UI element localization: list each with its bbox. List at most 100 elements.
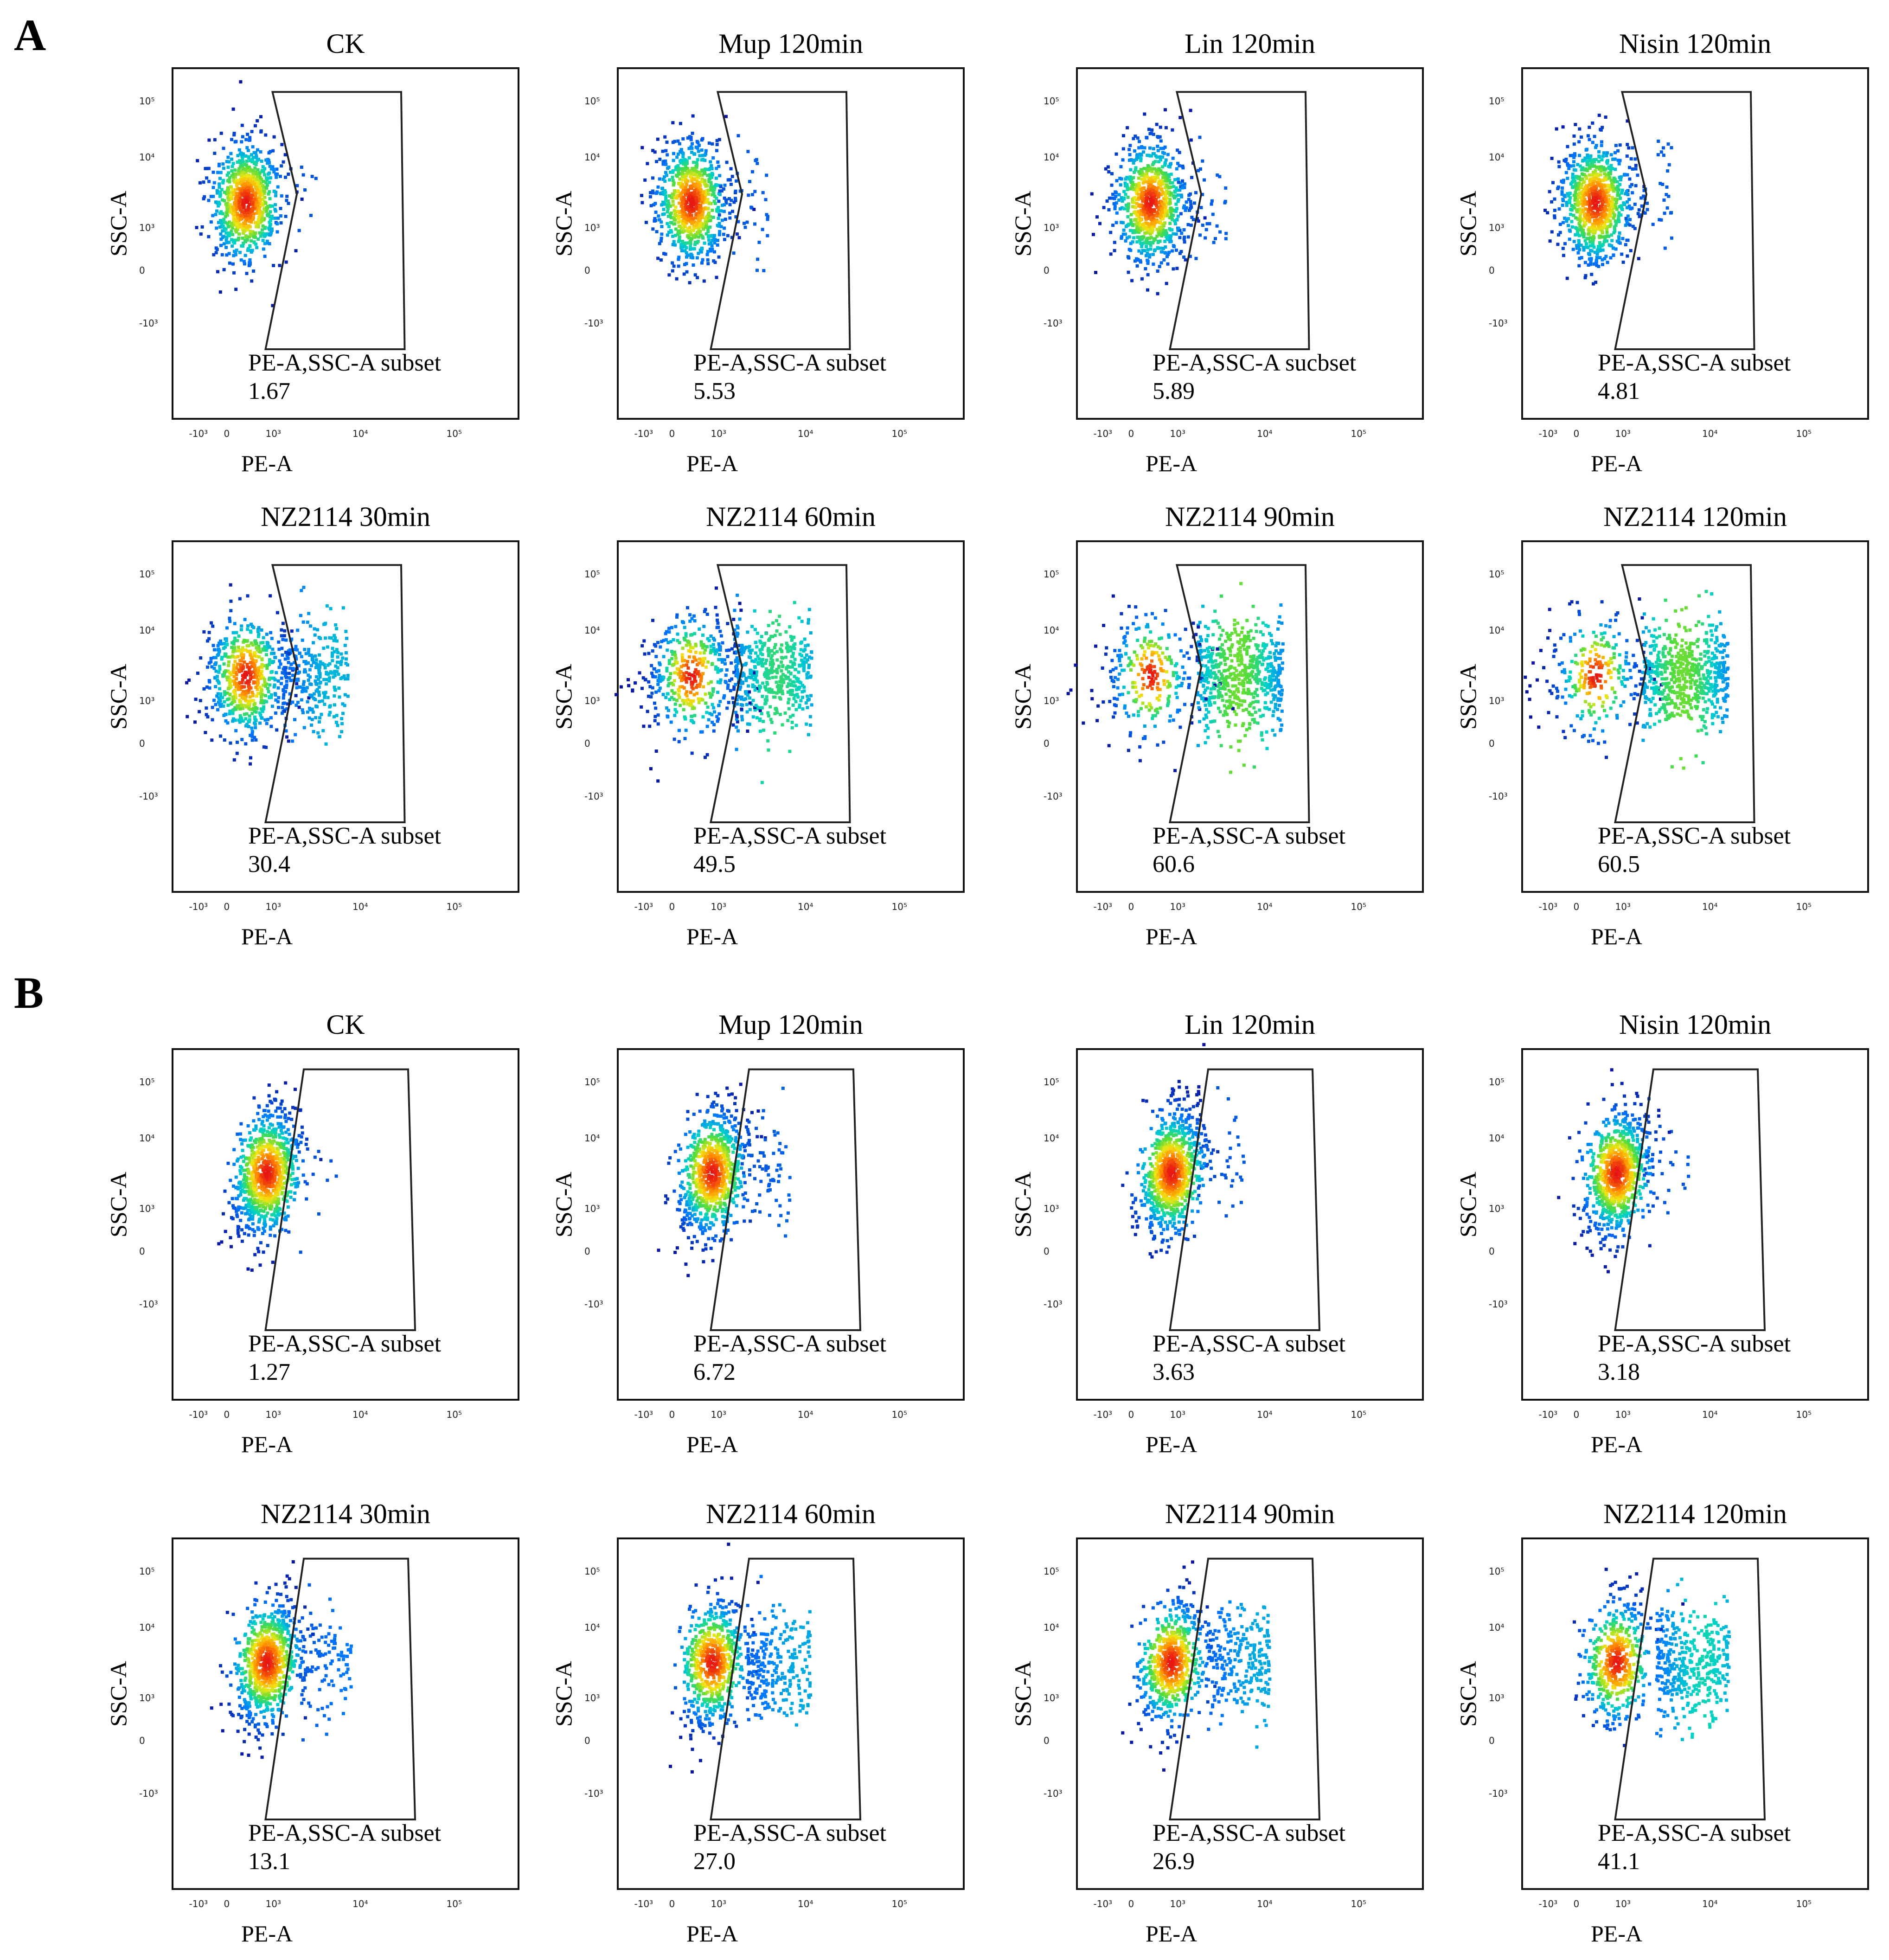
- event-point: [1596, 191, 1600, 194]
- event-point: [224, 719, 228, 723]
- event-point: [1592, 282, 1595, 286]
- event-point: [294, 694, 298, 698]
- event-point: [675, 196, 679, 200]
- event-point: [658, 158, 662, 161]
- event-point: [217, 696, 221, 700]
- event-point: [1147, 167, 1151, 171]
- event-point: [668, 194, 671, 198]
- event-point: [1143, 177, 1146, 180]
- event-point: [249, 230, 252, 233]
- event-point: [708, 202, 711, 205]
- event-point: [333, 634, 336, 637]
- event-point: [1168, 222, 1172, 225]
- event-point: [278, 263, 282, 267]
- event-point: [1148, 253, 1152, 257]
- event-point: [249, 177, 253, 181]
- event-point: [1126, 215, 1130, 218]
- event-point: [1144, 216, 1147, 219]
- event-point: [1146, 192, 1150, 195]
- event-point: [773, 634, 777, 637]
- event-point: [325, 671, 328, 674]
- event-point: [256, 220, 260, 224]
- event-point: [264, 684, 267, 688]
- event-point: [334, 664, 338, 668]
- event-point: [272, 135, 276, 139]
- event-point: [671, 179, 675, 182]
- event-point: [248, 159, 252, 162]
- event-point: [1157, 160, 1161, 164]
- event-point: [728, 216, 732, 220]
- event-point: [245, 200, 249, 204]
- event-point: [709, 695, 712, 699]
- event-point: [263, 699, 267, 703]
- event-point: [269, 724, 273, 728]
- x-tick-label: 0: [1573, 428, 1580, 439]
- event-point: [195, 226, 199, 230]
- event-point: [1589, 263, 1593, 266]
- event-point: [259, 234, 263, 238]
- event-point: [1550, 200, 1554, 204]
- event-point: [1620, 188, 1624, 192]
- event-point: [274, 698, 278, 702]
- event-point: [322, 678, 326, 681]
- event-point: [242, 694, 245, 698]
- event-point: [1224, 231, 1228, 235]
- event-point: [694, 216, 697, 220]
- event-point: [268, 197, 272, 200]
- event-point: [324, 621, 327, 625]
- event-point: [199, 232, 203, 236]
- event-point: [1610, 202, 1614, 206]
- event-point: [691, 114, 695, 118]
- event-point: [1576, 163, 1580, 167]
- event-point: [253, 182, 256, 186]
- event-point: [1164, 195, 1167, 199]
- event-point: [218, 667, 222, 671]
- event-point: [226, 704, 230, 707]
- event-point: [211, 186, 215, 189]
- event-point: [243, 675, 247, 679]
- event-point: [267, 161, 271, 165]
- event-point: [666, 207, 670, 211]
- event-point: [317, 664, 320, 667]
- event-point: [1605, 208, 1609, 212]
- event-point: [231, 679, 235, 683]
- event-point: [343, 704, 346, 707]
- event-point: [246, 218, 250, 221]
- event-point: [1190, 216, 1194, 219]
- event-point: [695, 692, 699, 695]
- event-point: [296, 700, 300, 704]
- event-point: [1139, 236, 1143, 239]
- event-point: [773, 731, 777, 735]
- event-point: [206, 665, 209, 669]
- event-point: [689, 646, 692, 649]
- event-point: [331, 651, 334, 655]
- event-point: [1591, 200, 1594, 204]
- event-point: [1662, 198, 1666, 202]
- event-point: [686, 227, 690, 231]
- event-point: [1159, 139, 1163, 143]
- event-point: [237, 225, 241, 229]
- event-point: [664, 252, 667, 256]
- event-point: [687, 147, 691, 150]
- event-point: [683, 158, 686, 161]
- event-point: [207, 637, 211, 641]
- event-point: [234, 670, 238, 674]
- event-point: [701, 137, 704, 141]
- event-point: [1571, 248, 1575, 251]
- event-point: [1577, 196, 1581, 199]
- event-point: [689, 256, 693, 259]
- event-point: [699, 233, 703, 237]
- event-point: [731, 723, 735, 727]
- event-point: [746, 722, 749, 726]
- event-point: [693, 671, 697, 674]
- event-point: [259, 650, 263, 654]
- event-point: [275, 230, 279, 234]
- event-point: [1583, 221, 1586, 224]
- event-point: [227, 697, 231, 701]
- event-point: [685, 680, 688, 684]
- event-point: [722, 696, 726, 700]
- event-point: [1153, 186, 1156, 189]
- event-point: [719, 209, 723, 213]
- y-tick-label: 0: [584, 264, 590, 276]
- event-point: [253, 167, 257, 170]
